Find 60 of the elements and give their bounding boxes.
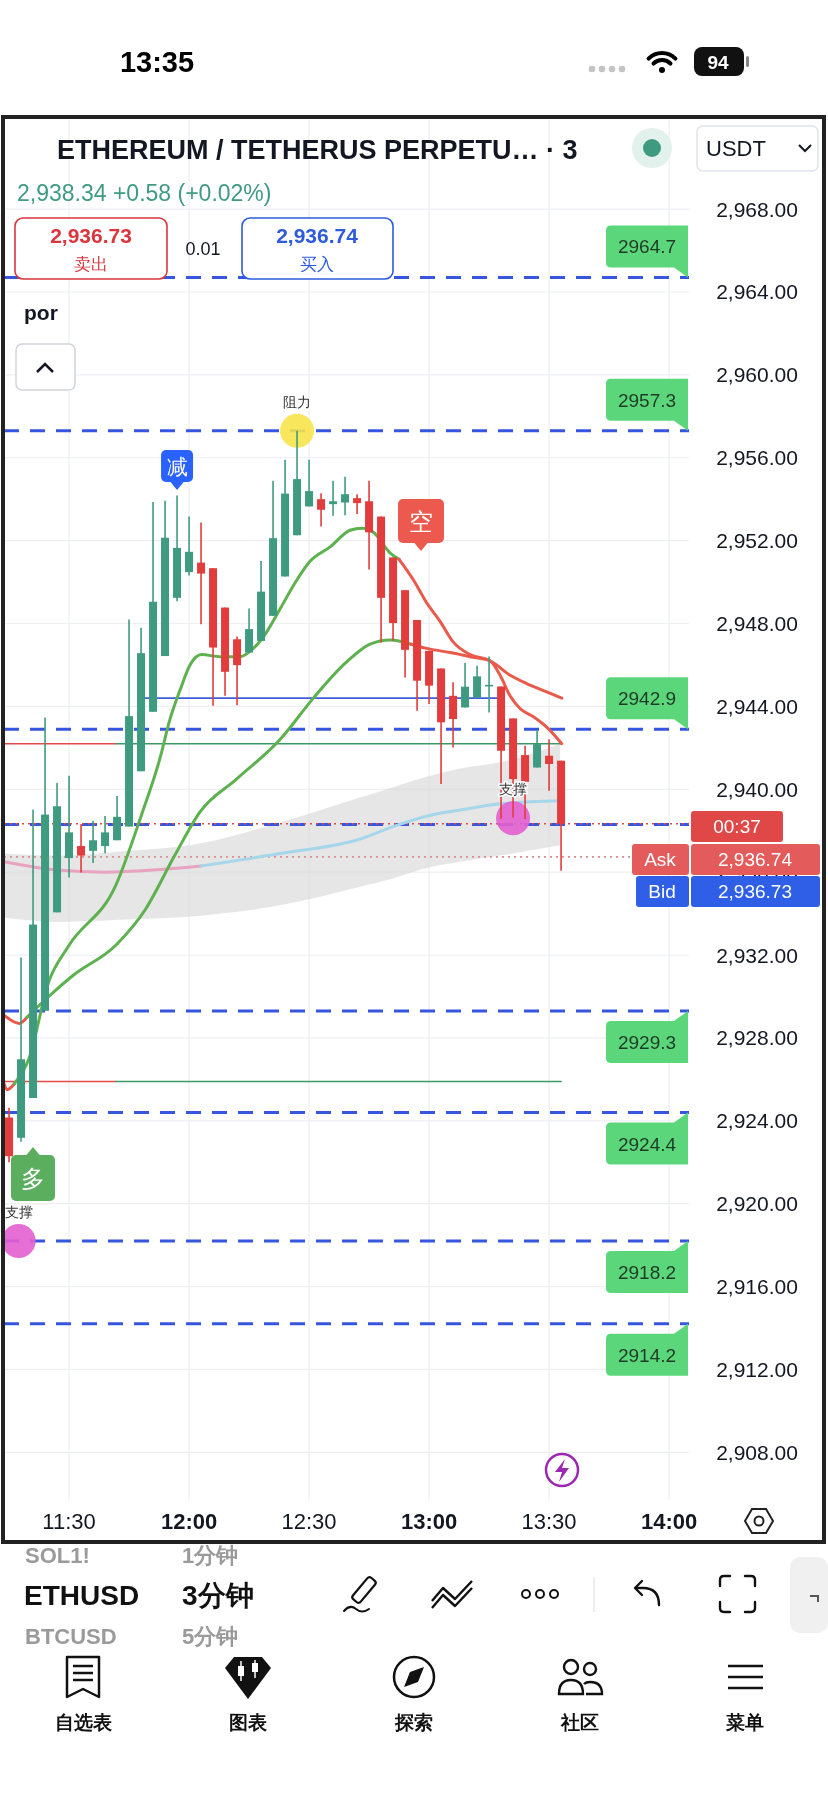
text: 社区 bbox=[560, 1712, 599, 1733]
annotation: 支撑 bbox=[4, 1203, 33, 1220]
annotation: 2,936.73 bbox=[50, 224, 132, 247]
text: SOL1! bbox=[25, 1543, 90, 1568]
y-tick-label: 2,916.00 bbox=[716, 1275, 798, 1299]
text: USDT bbox=[706, 136, 766, 161]
ref-line-label: 2918.2 bbox=[617, 1261, 677, 1283]
text: ETHEREUM / TETHERUS PERPETU… · 3 bbox=[57, 135, 578, 165]
text: 自选表 bbox=[54, 1712, 113, 1733]
x-tick-label: 13:30 bbox=[521, 1509, 577, 1534]
annotation: por bbox=[24, 301, 58, 324]
y-tick-label: 2,944.00 bbox=[716, 694, 798, 718]
text: ETHUSD bbox=[24, 1580, 140, 1611]
annotation: 多 bbox=[21, 1164, 45, 1192]
annotation: Bid bbox=[648, 881, 676, 902]
annotation: 卖出 bbox=[74, 255, 108, 274]
y-tick-label: 2,920.00 bbox=[716, 1192, 798, 1216]
annotation: 0.01 bbox=[185, 239, 221, 259]
text: 2,936.73 bbox=[718, 881, 792, 902]
x-tick-label: 14:00 bbox=[640, 1509, 698, 1534]
ref-line-label: 2942.9 bbox=[617, 688, 677, 710]
x-tick-label: 13:00 bbox=[400, 1509, 458, 1534]
y-tick-label: 2,940.00 bbox=[716, 777, 798, 801]
x-tick-label: 12:30 bbox=[281, 1509, 337, 1534]
text: 13:35 bbox=[119, 46, 195, 78]
y-tick-label: 2,968.00 bbox=[716, 197, 798, 221]
y-tick-label: 2,956.00 bbox=[716, 446, 798, 470]
text: 5分钟 bbox=[182, 1624, 239, 1649]
text: 3分钟 bbox=[182, 1580, 254, 1611]
annotation: 减 bbox=[166, 454, 188, 478]
y-tick-label: 2,952.00 bbox=[716, 529, 798, 553]
ref-line-label: 2914.2 bbox=[617, 1344, 677, 1366]
text: 图表 bbox=[229, 1712, 268, 1733]
text: 1分钟 bbox=[182, 1543, 239, 1568]
y-tick-label: 2,912.00 bbox=[716, 1357, 798, 1381]
ref-line-label: 2929.3 bbox=[617, 1031, 677, 1053]
text: BTCUSD bbox=[25, 1624, 117, 1649]
text: 94 bbox=[707, 52, 729, 73]
text: 2,938.34 +0.58 (+0.02%) bbox=[17, 180, 272, 206]
y-tick-label: 2,932.00 bbox=[716, 943, 798, 967]
annotation: 空 bbox=[409, 507, 433, 535]
y-tick-label: 2,908.00 bbox=[716, 1440, 798, 1464]
y-tick-label: 2,948.00 bbox=[716, 612, 798, 636]
annotation: Ask bbox=[644, 849, 677, 870]
x-tick-label: 12:00 bbox=[160, 1509, 218, 1534]
annotation: 阻力 bbox=[283, 393, 312, 410]
y-tick-label: 2,928.00 bbox=[716, 1026, 798, 1050]
y-tick-label: 2,960.00 bbox=[716, 363, 798, 387]
x-tick-label: 11:30 bbox=[42, 1509, 96, 1534]
text: 菜单 bbox=[725, 1712, 764, 1733]
annotation: 买入 bbox=[300, 255, 334, 274]
text: 探索 bbox=[394, 1712, 433, 1733]
text: 2,936.74 bbox=[718, 849, 793, 870]
ref-line-label: 2964.7 bbox=[617, 236, 677, 258]
y-tick-label: 2,924.00 bbox=[716, 1109, 798, 1133]
annotation: 2,936.74 bbox=[276, 224, 359, 247]
ref-line-label: 2957.3 bbox=[617, 389, 677, 411]
ref-line-label: 2924.4 bbox=[617, 1133, 677, 1155]
y-tick-label: 2,964.00 bbox=[716, 280, 798, 304]
text: 00:37 bbox=[713, 816, 761, 837]
